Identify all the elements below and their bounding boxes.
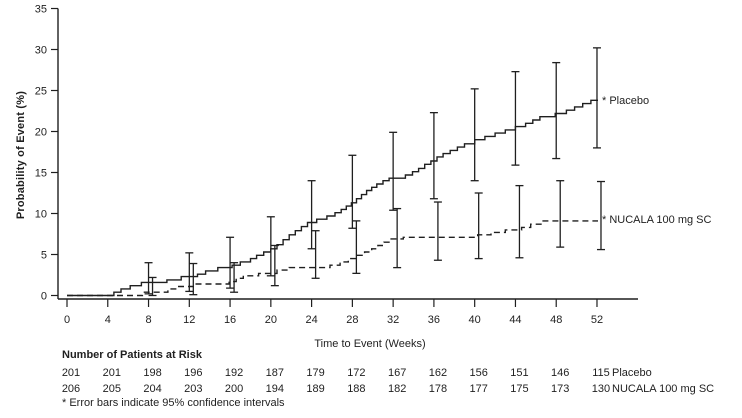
risk-count: 196 bbox=[184, 367, 202, 379]
risk-count: 156 bbox=[470, 367, 488, 379]
y-tick-label: 35 bbox=[35, 4, 47, 16]
risk-row-label: NUCALA 100 mg SC bbox=[612, 383, 714, 395]
x-axis-title: Time to Event (Weeks) bbox=[314, 338, 426, 350]
risk-count: 205 bbox=[103, 383, 121, 395]
x-tick-label: 40 bbox=[469, 314, 481, 326]
placebo-curve-label: * Placebo bbox=[602, 95, 650, 107]
risk-count: 177 bbox=[470, 383, 488, 395]
x-tick-label: 32 bbox=[387, 314, 399, 326]
x-tick-label: 52 bbox=[591, 314, 603, 326]
risk-count: 151 bbox=[510, 367, 528, 379]
nucala-curve bbox=[67, 220, 598, 297]
x-tick-label: 44 bbox=[509, 314, 521, 326]
risk-table-title: Number of Patients at Risk bbox=[62, 349, 202, 361]
risk-row-label: Placebo bbox=[612, 367, 652, 379]
x-tick-label: 36 bbox=[428, 314, 440, 326]
y-tick-label: 25 bbox=[35, 86, 47, 98]
risk-count: 194 bbox=[266, 383, 284, 395]
risk-count: 189 bbox=[306, 383, 324, 395]
risk-count: 162 bbox=[429, 367, 447, 379]
x-tick-label: 4 bbox=[105, 314, 111, 326]
y-tick-label: 30 bbox=[35, 45, 47, 57]
risk-count: 203 bbox=[184, 383, 202, 395]
risk-count: 179 bbox=[306, 367, 324, 379]
risk-count: 187 bbox=[266, 367, 284, 379]
nucala-curve-label: * NUCALA 100 mg SC bbox=[602, 214, 712, 226]
x-tick-label: 12 bbox=[183, 314, 195, 326]
risk-count: 198 bbox=[143, 367, 161, 379]
risk-count: 173 bbox=[551, 383, 569, 395]
y-tick-label: 10 bbox=[35, 209, 47, 221]
x-tick-label: 8 bbox=[145, 314, 151, 326]
risk-count: 175 bbox=[510, 383, 528, 395]
placebo-curve bbox=[67, 99, 598, 297]
risk-count: 146 bbox=[551, 367, 569, 379]
risk-count: 172 bbox=[347, 367, 365, 379]
y-tick-label: 0 bbox=[41, 291, 47, 303]
x-tick-label: 20 bbox=[265, 314, 277, 326]
y-axis-title: Probability of Event (%) bbox=[15, 90, 27, 220]
risk-count: 200 bbox=[225, 383, 243, 395]
x-tick-label: 0 bbox=[64, 314, 70, 326]
x-tick-label: 48 bbox=[550, 314, 562, 326]
y-tick-label: 20 bbox=[35, 127, 47, 139]
risk-count: 167 bbox=[388, 367, 406, 379]
risk-count: 192 bbox=[225, 367, 243, 379]
risk-count: 178 bbox=[429, 383, 447, 395]
risk-count: 206 bbox=[62, 383, 80, 395]
risk-count: 201 bbox=[103, 367, 121, 379]
y-tick-label: 15 bbox=[35, 168, 47, 180]
risk-count: 204 bbox=[143, 383, 161, 395]
risk-count: 201 bbox=[62, 367, 80, 379]
error-bar-footnote: * Error bars indicate 95% confidence int… bbox=[62, 397, 285, 409]
y-tick-label: 5 bbox=[41, 250, 47, 262]
risk-count: 115 bbox=[592, 367, 610, 379]
x-tick-label: 28 bbox=[346, 314, 358, 326]
risk-count: 188 bbox=[347, 383, 365, 395]
x-tick-label: 24 bbox=[305, 314, 317, 326]
x-tick-label: 16 bbox=[224, 314, 236, 326]
risk-count: 130 bbox=[592, 383, 610, 395]
risk-count: 182 bbox=[388, 383, 406, 395]
